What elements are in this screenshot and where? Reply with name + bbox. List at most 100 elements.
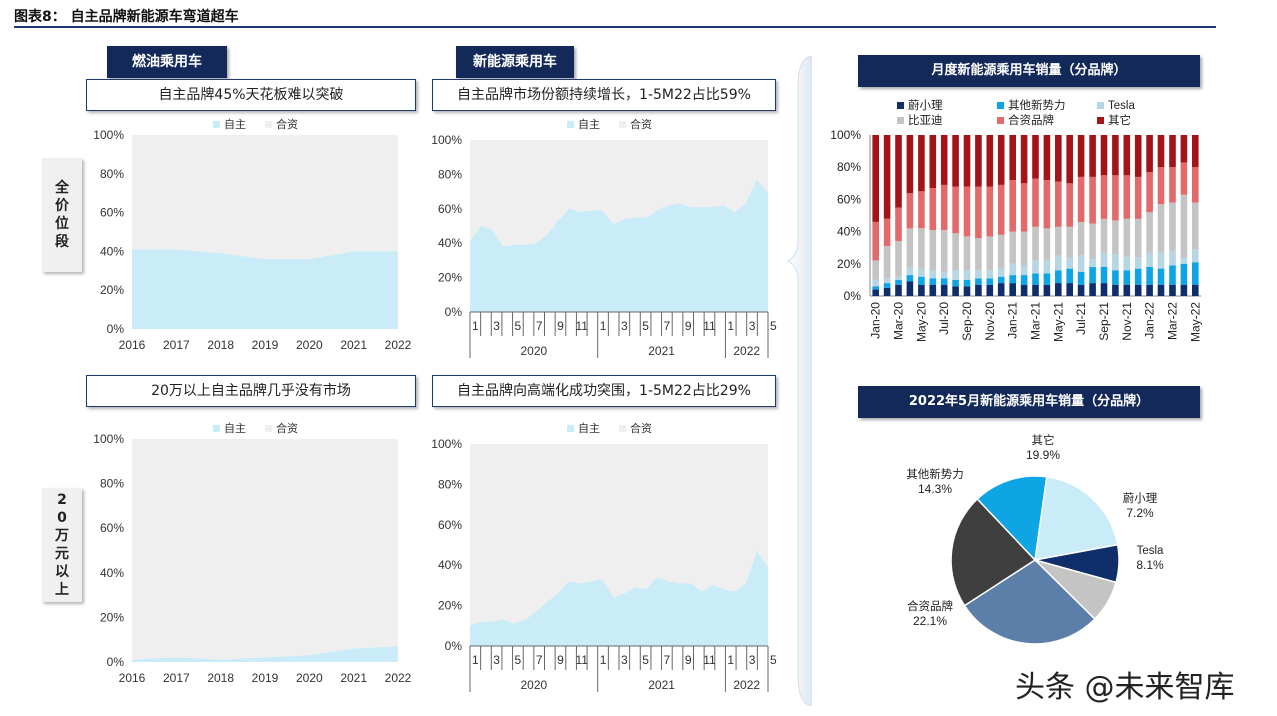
row-label-all-price: 全价位段 — [42, 158, 82, 272]
bar-segment — [997, 234, 1005, 269]
bar-segment — [1134, 257, 1142, 269]
y-tick-label: 0% — [107, 655, 125, 669]
bar-segment — [883, 283, 891, 288]
x-month-label: 5 — [515, 653, 522, 667]
bar-segment — [986, 284, 994, 296]
x-tick-label: Jul-20 — [937, 302, 951, 335]
y-tick-label: 20% — [100, 283, 124, 297]
bar-segment — [940, 135, 948, 185]
x-month-label: 5 — [642, 653, 649, 667]
pie-slice-percent: 14.3% — [918, 482, 952, 496]
bar-segment — [1020, 231, 1028, 266]
bar-segment — [1055, 255, 1062, 271]
bar-segment — [1077, 271, 1085, 285]
legend-label: 其他新势力 — [1008, 98, 1066, 112]
x-tick-label: Sep-21 — [1097, 302, 1111, 341]
bar-segment — [1043, 260, 1051, 274]
bar-segment — [1112, 284, 1119, 296]
bar-segment — [1134, 176, 1142, 219]
bar-segment — [1066, 268, 1073, 284]
bar-segment — [906, 135, 914, 193]
area-self — [470, 551, 768, 646]
bar-segment — [1146, 252, 1153, 267]
bar-segment — [1146, 267, 1153, 285]
pie-slice-percent: 7.2% — [1126, 506, 1154, 520]
bar-segment — [1020, 135, 1028, 184]
bar-segment — [1032, 284, 1039, 296]
bar-segment — [940, 278, 948, 285]
bar-segment — [997, 276, 1005, 284]
bar-segment — [986, 278, 994, 285]
bar-segment — [1112, 220, 1119, 255]
bar-segment — [975, 284, 982, 296]
pie-slice-percent: 19.9% — [1026, 448, 1060, 462]
x-month-label: 1 — [472, 319, 479, 333]
bar-segment — [1089, 259, 1096, 268]
x-month-label: 11 — [576, 653, 589, 667]
bar-segment — [1077, 255, 1085, 272]
bar-segment — [1100, 283, 1108, 296]
x-tick-label: 2019 — [252, 338, 279, 352]
x-tick-label: May-20 — [914, 302, 928, 342]
bar-segment — [1032, 260, 1039, 274]
x-tick-label: 2020 — [296, 338, 323, 352]
bar-segment — [1066, 226, 1073, 258]
bar-segment — [906, 193, 914, 229]
pie-slice-name: Tesla — [1137, 545, 1164, 557]
row-label-all-price-text: 全价位段 — [55, 180, 69, 250]
area-self — [470, 179, 768, 312]
bar-segment — [1180, 263, 1188, 285]
bar-segment — [963, 135, 971, 187]
y-tick-label: 20% — [837, 257, 861, 271]
bar-segment — [975, 270, 982, 279]
caption-fuel-all: 自主品牌45%天花板难以突破 — [86, 79, 416, 111]
bar-segment — [975, 135, 982, 187]
legend-label: 自主 — [224, 118, 246, 131]
y-tick-label: 40% — [100, 244, 124, 258]
bar-segment — [1123, 175, 1131, 219]
bar-segment — [1032, 273, 1039, 285]
bar-segment — [1100, 252, 1108, 267]
y-tick-label: 60% — [438, 518, 462, 532]
bar-segment — [1043, 228, 1051, 261]
bar-segment — [1066, 257, 1073, 269]
bar-segment — [929, 284, 937, 296]
bar-segment — [1134, 135, 1142, 177]
bar-segment — [1180, 257, 1188, 264]
bar-segment — [883, 278, 891, 284]
bar-segment — [1123, 218, 1131, 258]
x-tick-label: 2022 — [385, 338, 412, 352]
x-tick-label: May-21 — [1051, 302, 1065, 342]
legend-label: 合资 — [630, 117, 652, 131]
bar-segment — [1169, 202, 1176, 251]
bar-segment — [895, 284, 902, 296]
pie-slice — [963, 559, 1096, 645]
x-month-label: 3 — [749, 653, 756, 667]
pie-slice — [1034, 475, 1119, 561]
x-month-label: 3 — [749, 319, 756, 333]
y-tick-label: 0% — [445, 305, 463, 319]
legend-swatch — [997, 102, 1004, 109]
y-tick-label: 80% — [837, 160, 861, 174]
bar-segment — [1055, 135, 1062, 182]
pie-slice-name: 蔚小理 — [1123, 492, 1158, 505]
pie-slice — [976, 475, 1048, 562]
x-tick-label: 2018 — [207, 671, 234, 685]
bar-segment — [906, 228, 914, 267]
y-tick-label: 80% — [438, 167, 462, 181]
bar-segment — [1146, 284, 1153, 296]
bar-segment — [906, 275, 914, 282]
bar-segment — [1157, 167, 1165, 205]
bar-segment — [952, 233, 959, 271]
bar-segment — [1055, 283, 1062, 296]
bar-segment — [895, 241, 902, 277]
area-chart-fuel-all: 自主 合资 0% 20% 40% 60% 80% 100% 2016 2017 2018 2019 20… — [93, 117, 412, 352]
legend-swatch — [213, 121, 220, 128]
x-tick-label: Nov-20 — [983, 302, 997, 341]
area-jv — [132, 439, 398, 662]
bar-segment — [1180, 194, 1188, 258]
x-month-label: 3 — [621, 653, 628, 667]
bar-segment — [986, 236, 994, 271]
bar-segment — [872, 221, 879, 261]
x-month-label: 1 — [600, 653, 607, 667]
